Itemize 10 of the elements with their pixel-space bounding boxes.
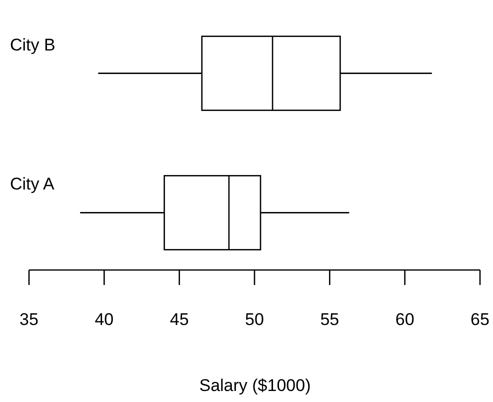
y-tick-label: City A	[10, 174, 56, 194]
x-tick-label: 60	[395, 310, 414, 329]
x-tick-label: 45	[170, 310, 189, 329]
x-tick-label: 35	[20, 310, 38, 329]
x-tick-label: 50	[245, 310, 264, 329]
y-tick-label: City B	[10, 35, 56, 54]
x-tick-label: 65	[470, 310, 490, 329]
x-axis-title: Salary ($1000)	[199, 376, 311, 395]
x-tick-label: 40	[94, 310, 114, 329]
x-tick-label: 55	[320, 310, 340, 329]
